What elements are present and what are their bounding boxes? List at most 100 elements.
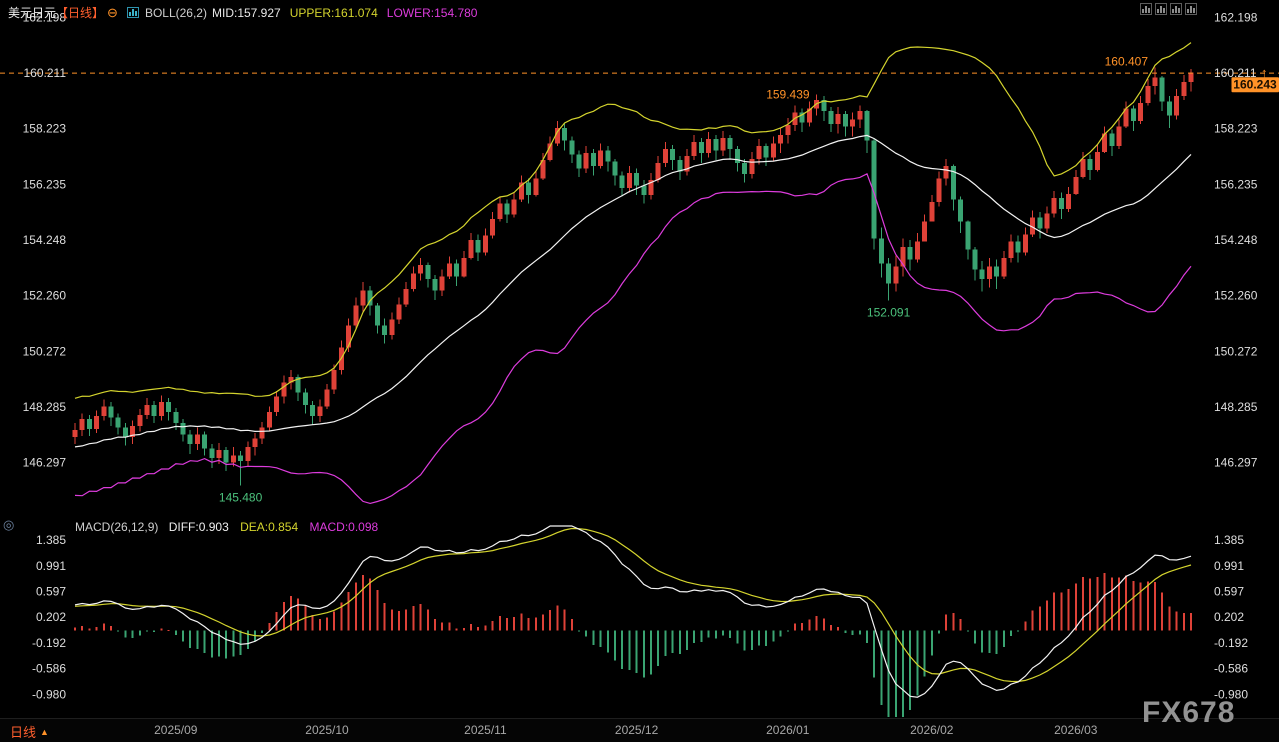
macd-histogram-bar (866, 630, 868, 644)
macd-histogram-bar (542, 614, 544, 631)
price-up-arrow-icon: ↑ (1261, 65, 1268, 80)
macd-histogram-bar (1017, 630, 1020, 632)
macd-histogram-bar (1031, 610, 1034, 631)
boll-label: BOLL(26,2) (144, 5, 207, 20)
macd-diff-line (74, 525, 1192, 698)
candle-body (180, 423, 186, 435)
candle-body (353, 305, 359, 326)
macd-histogram-bar (700, 630, 703, 643)
macd-histogram-bar (966, 630, 969, 632)
macd-axis-label-left: 0.597 (36, 585, 66, 599)
macd-histogram-bar (174, 630, 177, 635)
price-axis-label-left: 154.248 (23, 233, 67, 247)
macd-histogram-bar (923, 630, 926, 677)
candle-body (238, 455, 244, 462)
macd-histogram-bar (599, 630, 602, 647)
candle-body (252, 438, 258, 448)
macd-axis-label-right: -0.192 (1214, 636, 1248, 650)
macd-histogram-bar (657, 630, 660, 667)
macd-histogram-bar (1053, 592, 1056, 631)
candle-body (634, 172, 640, 186)
candle-body (713, 139, 719, 151)
macd-axis-label-right: 0.991 (1214, 559, 1244, 573)
candle-body (403, 288, 409, 305)
macd-histogram-bar (1038, 606, 1041, 631)
macd-histogram-bar (693, 630, 696, 643)
collapse-icon[interactable]: ⊖ (107, 4, 118, 20)
boll-mid-value: MID:157.927 (211, 5, 281, 20)
candle-body (151, 405, 157, 417)
macd-histogram-bar (275, 612, 278, 631)
macd-histogram-bar (182, 630, 184, 642)
macd-histogram-bar (758, 630, 760, 646)
macd-histogram-bar (1082, 577, 1084, 631)
macd-axis-label-left: -0.980 (32, 687, 66, 701)
price-axis-label-right: 152.260 (1214, 289, 1258, 303)
macd-histogram-bar (707, 630, 710, 638)
candle-body (706, 139, 712, 154)
price-axis-label-left: 150.272 (23, 344, 67, 358)
candle-body (302, 392, 308, 406)
candlestick-view-icon[interactable] (1140, 3, 1152, 15)
macd-histogram-bar (462, 628, 465, 631)
macd-histogram-bar (1161, 592, 1164, 631)
crosshair-icon[interactable]: ◎ (3, 517, 15, 532)
candle-body (922, 221, 928, 242)
macd-histogram-bar (448, 622, 451, 631)
macd-histogram-bar (714, 630, 717, 639)
candle-body (518, 182, 524, 200)
candle-body (223, 449, 229, 463)
macd-histogram-bar (743, 630, 746, 651)
macd-histogram-bar (333, 611, 336, 631)
macd-histogram-bar (225, 630, 228, 659)
candle-body (1022, 234, 1028, 253)
macd-histogram-bar (664, 630, 667, 657)
candle-body (367, 290, 373, 306)
candle-body (144, 405, 150, 415)
candle-body (389, 319, 395, 336)
candle-body (94, 416, 100, 429)
candle-body (410, 273, 416, 289)
candle-body (734, 148, 740, 163)
candle-body (547, 143, 553, 161)
candle-body (209, 448, 215, 459)
candle-body (720, 137, 726, 151)
macd-axis-label-right: 1.385 (1214, 533, 1244, 547)
candle-body (763, 146, 769, 158)
candle-body (958, 199, 964, 222)
macd-histogram-bar (268, 622, 271, 631)
x-axis-label: 2026/02 (910, 723, 954, 737)
macd-histogram-bar (1175, 611, 1178, 631)
macd-histogram-bar (1067, 589, 1070, 631)
macd-axis-label-right: 0.202 (1214, 610, 1244, 624)
macd-histogram-bar (851, 630, 854, 636)
line-view-icon[interactable] (1170, 3, 1182, 15)
candle-body (86, 419, 92, 429)
macd-histogram-bar (722, 630, 724, 636)
candle-body (295, 377, 301, 393)
macd-histogram-bar (1190, 612, 1192, 631)
macd-histogram-bar (419, 604, 422, 631)
boll-upper-value: UPPER:161.074 (289, 5, 378, 20)
last-price-badge-text: 160.243 (1233, 78, 1277, 92)
candle-body (1066, 193, 1072, 210)
candle-body (1051, 197, 1057, 214)
boll-lower-line (74, 172, 1192, 505)
candle-body (979, 269, 985, 280)
candle-body (590, 153, 596, 166)
candle-body (562, 127, 568, 141)
macd-axis-label-left: 0.991 (36, 559, 66, 573)
macd-histogram-bar (239, 630, 242, 656)
candle-body (886, 263, 892, 284)
macd-histogram-bar (930, 630, 933, 656)
macd-histogram-bar (203, 630, 206, 653)
candle-body (1181, 81, 1187, 96)
macd-histogram-bar (110, 625, 112, 631)
bar-view-icon[interactable] (1155, 3, 1167, 15)
macd-histogram-bar (246, 630, 249, 650)
boll-lower-value: LOWER:154.780 (386, 5, 478, 20)
candle-body (331, 370, 337, 390)
fullscreen-view-icon[interactable] (1185, 3, 1197, 15)
timeframe-selector[interactable]: 日线 ▲ (10, 722, 49, 741)
